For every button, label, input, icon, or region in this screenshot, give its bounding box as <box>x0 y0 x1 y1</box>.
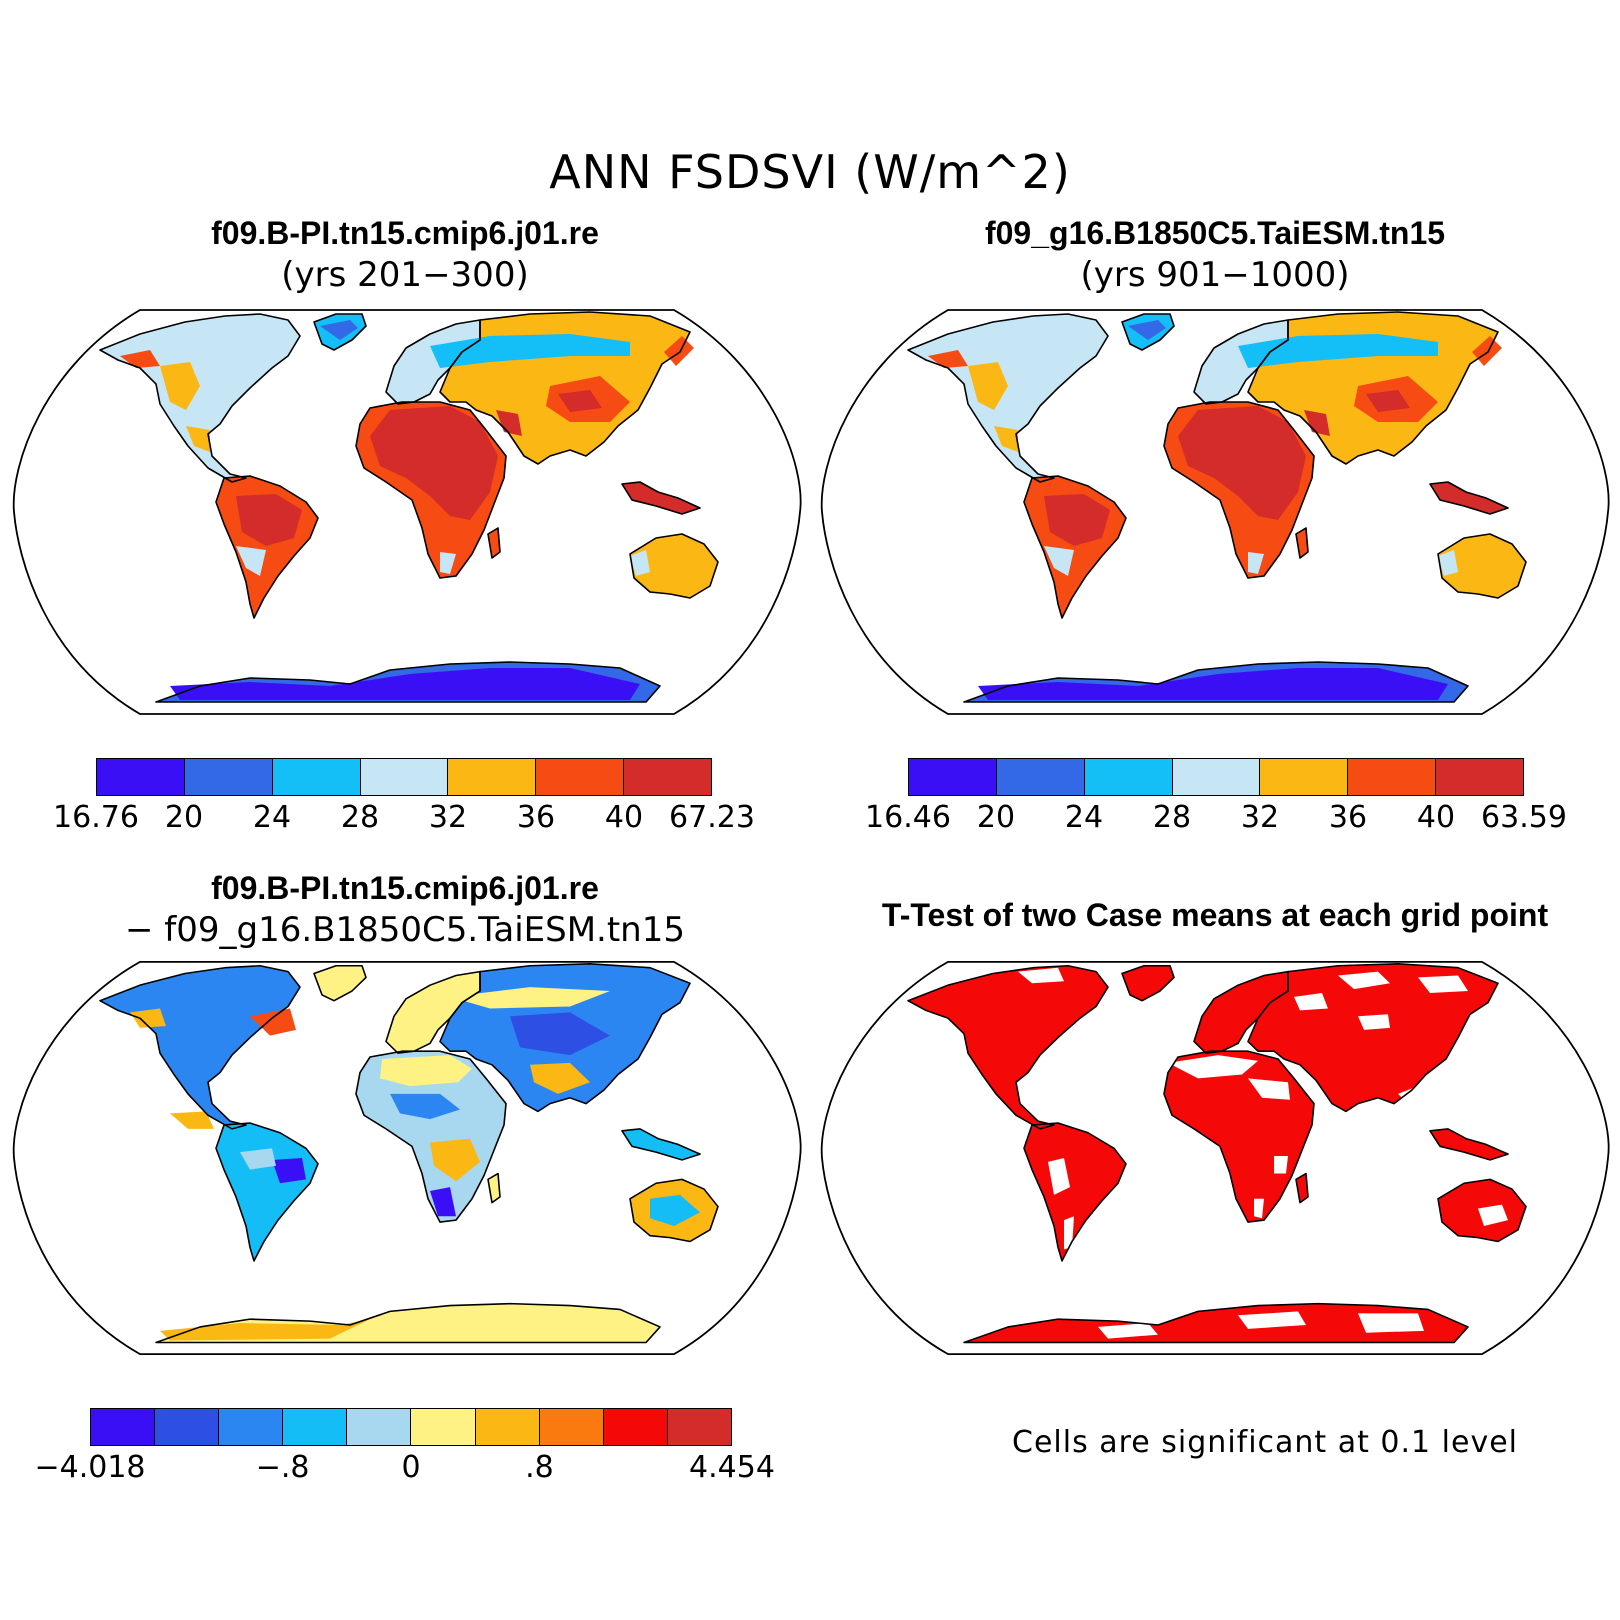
colorbar-tick-label: .8 <box>525 1450 554 1485</box>
colorbar-tick-label: 36 <box>516 800 556 835</box>
colorbar-swatch <box>360 759 449 795</box>
colorbar-swatch <box>1260 759 1349 795</box>
figure-title: ANN FSDSVI (W/m^2) <box>549 145 1071 199</box>
colorbar-swatch <box>1084 759 1173 795</box>
colorbar-swatch <box>219 1409 284 1445</box>
colorbar-tick-label: 16.46 <box>865 800 951 835</box>
colorbar-swatch <box>1348 759 1437 795</box>
panel4-title: T-Test of two Case means at each grid po… <box>881 897 1549 933</box>
colorbar-tick-label: 63.59 <box>1481 800 1567 835</box>
colorbar-tick-label: 36 <box>1328 800 1368 835</box>
panel2-colorbar <box>908 758 1524 796</box>
panel2-title: f09_g16.B1850C5.TaiESM.tn15 <box>984 215 1446 251</box>
panel2-subtitle: (yrs 901−1000) <box>1080 255 1350 295</box>
colorbar-tick-label: 0 <box>401 1450 421 1485</box>
colorbar-swatch <box>283 1409 348 1445</box>
colorbar-tick-label: 40 <box>1416 800 1456 835</box>
colorbar-swatch <box>411 1409 476 1445</box>
colorbar-swatch <box>536 759 625 795</box>
panel3-colorbar <box>90 1408 732 1446</box>
colorbar-tick-label: 32 <box>1240 800 1280 835</box>
colorbar-swatch <box>539 1409 604 1445</box>
colorbar-swatch <box>667 1409 731 1445</box>
panel2-map <box>820 309 1610 715</box>
panel1-map <box>12 309 802 715</box>
colorbar-swatch <box>155 1409 220 1445</box>
colorbar-swatch <box>909 759 997 795</box>
colorbar-tick-label: 32 <box>428 800 468 835</box>
panel1-title: f09.B-PI.tn15.cmip6.j01.re <box>211 215 599 251</box>
colorbar-swatch <box>448 759 537 795</box>
colorbar-swatch <box>603 1409 668 1445</box>
colorbar-swatch <box>184 759 273 795</box>
colorbar-swatch <box>996 759 1085 795</box>
colorbar-tick-label: 20 <box>976 800 1016 835</box>
colorbar-tick-label: 20 <box>164 800 204 835</box>
colorbar-tick-label: 24 <box>252 800 292 835</box>
panel3-map <box>12 960 802 1356</box>
significance-note: Cells are significant at 0.1 level <box>1012 1425 1519 1460</box>
colorbar-tick-label: −4.018 <box>34 1450 146 1485</box>
panel1-colorbar <box>96 758 712 796</box>
panel3-subtitle: − f09_g16.B1850C5.TaiESM.tn15 <box>125 910 685 950</box>
colorbar-tick-label: −.8 <box>255 1450 310 1485</box>
colorbar-tick-label: 40 <box>604 800 644 835</box>
colorbar-tick-label: 28 <box>340 800 380 835</box>
colorbar-swatch <box>624 759 712 795</box>
colorbar-swatch <box>91 1409 156 1445</box>
colorbar-swatch <box>475 1409 540 1445</box>
panel3-title: f09.B-PI.tn15.cmip6.j01.re <box>211 870 599 906</box>
colorbar-tick-label: 28 <box>1152 800 1192 835</box>
colorbar-swatch <box>1436 759 1524 795</box>
colorbar-swatch <box>272 759 361 795</box>
panel1-subtitle: (yrs 201−300) <box>281 255 529 295</box>
colorbar-swatch <box>97 759 185 795</box>
colorbar-tick-label: 4.454 <box>689 1450 775 1485</box>
panel4-map <box>820 960 1610 1356</box>
colorbar-swatch <box>347 1409 412 1445</box>
colorbar-tick-label: 67.23 <box>669 800 755 835</box>
colorbar-tick-label: 24 <box>1064 800 1104 835</box>
colorbar-swatch <box>1172 759 1261 795</box>
colorbar-tick-label: 16.76 <box>53 800 139 835</box>
